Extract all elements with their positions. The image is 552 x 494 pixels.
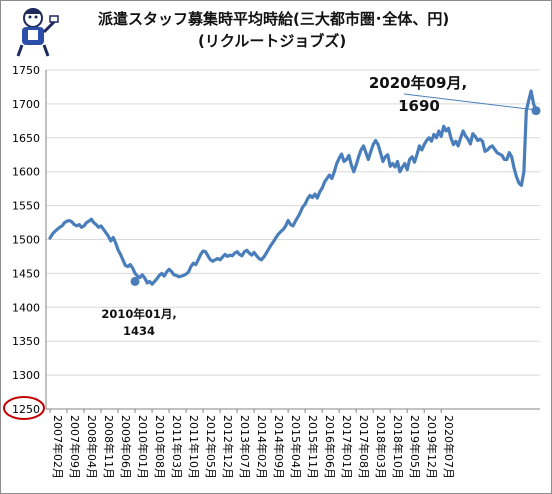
chart-title: 派遣スタッフ募集時平均時給(三大都市圏･全体、円) (リクルートジョブズ) bbox=[98, 8, 498, 52]
x-tick-label: 2015年11月 bbox=[306, 415, 320, 479]
x-tick-label: 2010年08月 bbox=[153, 415, 167, 479]
min-annotation-value: 1434 bbox=[123, 324, 155, 338]
x-tick-label: 2012年12月 bbox=[221, 415, 235, 479]
last-point-leader-line bbox=[403, 93, 534, 111]
y-tick-label: 1500 bbox=[12, 234, 40, 247]
x-tick-label: 2007年09月 bbox=[68, 415, 82, 479]
x-tick-label: 2016年06月 bbox=[323, 415, 337, 479]
y-tick-label: 1400 bbox=[12, 301, 40, 314]
series-line-path bbox=[48, 89, 538, 286]
min-annotation-label: 2010年01月, bbox=[101, 307, 176, 321]
annotations: 2010年01月, 1434 2020年09月, 1690 bbox=[3, 74, 541, 420]
y-tick-label: 1300 bbox=[12, 369, 40, 382]
axis-origin-highlight-circle bbox=[3, 396, 45, 420]
x-tick-label: 2011年03月 bbox=[170, 415, 184, 479]
min-point-marker bbox=[130, 276, 140, 286]
x-tick-label: 2018年03月 bbox=[374, 415, 388, 479]
y-tick-label: 1700 bbox=[12, 98, 40, 111]
x-tick-label: 2011年10月 bbox=[187, 415, 201, 479]
x-tick-label: 2020年07月 bbox=[442, 415, 456, 479]
chart-title-line1: 派遣スタッフ募集時平均時給(三大都市圏･全体、円) bbox=[98, 10, 450, 28]
x-tick-label: 2019年05月 bbox=[408, 415, 422, 479]
series-line bbox=[48, 89, 538, 286]
x-tick-label: 2017年08月 bbox=[357, 415, 371, 479]
x-tick-label: 2017年01月 bbox=[340, 415, 354, 479]
x-tick-label: 2013年07月 bbox=[238, 415, 252, 479]
x-tick-label: 2019年12月 bbox=[425, 415, 439, 479]
x-tick-label: 2009年06月 bbox=[119, 415, 133, 479]
x-tick-label: 2008年11月 bbox=[102, 415, 116, 479]
last-point-marker bbox=[531, 106, 541, 116]
y-tick-labels: 1250 1300 1350 1400 1450 1500 1550 1600 1650 1700… bbox=[12, 64, 40, 416]
x-tick-label: 2007年02月 bbox=[51, 415, 65, 479]
x-tick-label: 2015年04月 bbox=[289, 415, 303, 479]
y-tick-label: 1350 bbox=[12, 335, 40, 348]
mascot-logo-icon bbox=[16, 8, 59, 57]
y-tick-label: 1600 bbox=[12, 166, 40, 179]
x-tick-label: 2012年05月 bbox=[204, 415, 218, 479]
y-tick-label: 1750 bbox=[12, 64, 40, 77]
x-tick-label: 2010年01月 bbox=[136, 415, 150, 479]
x-tick-label: 2008年04月 bbox=[85, 415, 99, 479]
chart-title-line2: (リクルートジョブズ) bbox=[198, 32, 347, 50]
x-tick-label: 2018年10月 bbox=[391, 415, 405, 479]
last-annotation-label: 2020年09月, bbox=[369, 74, 467, 92]
x-tick-label: 2014年02月 bbox=[255, 415, 269, 479]
last-annotation-value: 1690 bbox=[398, 97, 440, 115]
x-tick-labels: 2007年02月 2007年09月 2008年04月 2008年11月 2009年06月… bbox=[51, 415, 456, 479]
y-tick-label: 1450 bbox=[12, 267, 40, 280]
x-tick-label: 2014年09月 bbox=[272, 415, 286, 479]
y-tick-label: 1550 bbox=[12, 200, 40, 213]
y-tick-label: 1250 bbox=[12, 403, 40, 416]
y-tick-label: 1650 bbox=[12, 132, 40, 145]
gridlines bbox=[46, 69, 540, 376]
axes bbox=[45, 70, 540, 413]
